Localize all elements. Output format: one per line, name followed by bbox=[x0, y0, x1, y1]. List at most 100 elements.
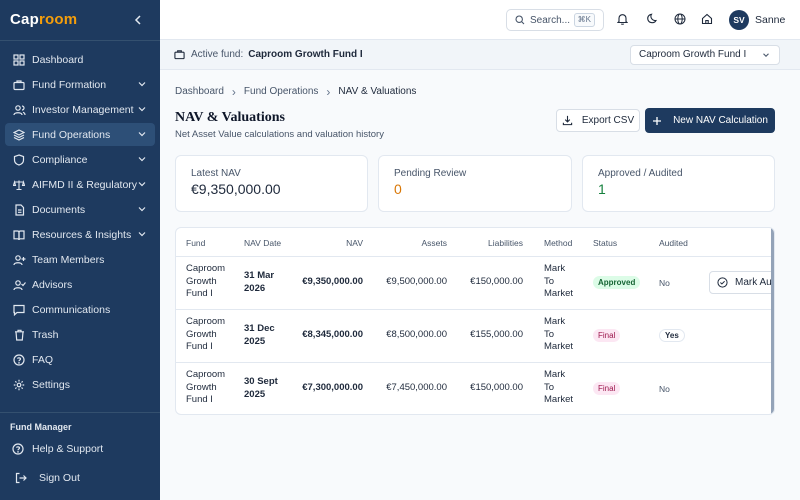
sidebar-item-compliance[interactable]: Compliance bbox=[5, 148, 155, 171]
collapse-sidebar-icon[interactable] bbox=[131, 12, 145, 28]
horizontal-scroll-edge[interactable] bbox=[771, 228, 774, 414]
nav-date-cell: 31 Dec 2025 bbox=[244, 323, 275, 348]
sidebar-item-label: Advisors bbox=[32, 278, 73, 291]
stat-card-approved-audited: Approved / Audited 1 bbox=[582, 155, 775, 212]
sidebar-item-aifmd-regulatory[interactable]: AIFMD II & Regulatory bbox=[5, 173, 155, 196]
user-role: Fund Manager bbox=[10, 422, 72, 432]
sidebar-item-label: AIFMD II & Regulatory bbox=[32, 178, 138, 191]
moon-icon[interactable] bbox=[645, 12, 659, 26]
column-header-assets: Assets bbox=[421, 238, 447, 248]
sidebar-item-label: Trash bbox=[32, 328, 59, 341]
active-fund-bar: Active fund: Caproom Growth Fund I Capro… bbox=[160, 40, 800, 70]
date-line: 30 Sept bbox=[244, 376, 278, 387]
breadcrumb-fund-operations[interactable]: Fund Operations bbox=[243, 86, 319, 97]
audited-value: No bbox=[659, 278, 670, 288]
sidebar-item-settings[interactable]: Settings bbox=[5, 373, 155, 396]
fund-line: Growth bbox=[186, 328, 217, 340]
new-nav-calculation-label: New NAV Calculation bbox=[673, 115, 768, 126]
method-line: To bbox=[544, 275, 555, 287]
brand-name-part-2: room bbox=[38, 11, 78, 28]
fund-line: Caproom bbox=[186, 263, 226, 274]
search-button[interactable]: Search... ⌘K bbox=[506, 9, 604, 31]
fund-line: Growth bbox=[186, 381, 217, 393]
breadcrumb: Dashboard › Fund Operations › NAV & Valu… bbox=[175, 86, 416, 98]
column-header-audited: Audited bbox=[659, 238, 688, 248]
chevron-down-icon bbox=[763, 53, 769, 58]
method-line: Market bbox=[544, 288, 574, 299]
sidebar-item-resources-insights[interactable]: Resources & Insights bbox=[5, 223, 155, 246]
home-icon[interactable] bbox=[700, 12, 714, 26]
fund-cell: Caproom Growth Fund I bbox=[186, 263, 225, 301]
sidebar-item-team-members[interactable]: Team Members bbox=[5, 248, 155, 271]
sidebar-item-dashboard[interactable]: Dashboard bbox=[5, 48, 155, 71]
sidebar: Caproom Dashboard Fund Formation Investo… bbox=[0, 0, 160, 500]
file-icon bbox=[12, 203, 26, 217]
sidebar-item-label: Compliance bbox=[32, 153, 88, 166]
date-line: 31 Dec bbox=[244, 323, 275, 334]
breadcrumb-dashboard[interactable]: Dashboard bbox=[175, 86, 224, 97]
sidebar-item-label: Documents bbox=[32, 203, 86, 216]
book-icon bbox=[12, 228, 26, 242]
column-header-nav: NAV bbox=[346, 238, 363, 248]
help-circle-icon bbox=[12, 442, 26, 456]
sidebar-item-advisors[interactable]: Advisors bbox=[5, 273, 155, 296]
log-out-icon bbox=[15, 471, 29, 485]
method-line: Mark bbox=[544, 316, 566, 327]
liabilities-cell: €155,000.00 bbox=[470, 329, 523, 340]
method-line: Market bbox=[544, 394, 574, 405]
briefcase-icon bbox=[174, 50, 185, 60]
mark-audited-button[interactable]: Mark Audited bbox=[709, 271, 774, 294]
search-shortcut: ⌘K bbox=[573, 13, 595, 27]
sidebar-item-trash[interactable]: Trash bbox=[5, 323, 155, 346]
globe-icon[interactable] bbox=[673, 12, 687, 26]
sidebar-nav: Dashboard Fund Formation Investor Manage… bbox=[5, 48, 155, 398]
shield-icon bbox=[12, 153, 26, 167]
fund-line: Growth bbox=[186, 275, 217, 287]
bell-icon[interactable] bbox=[615, 12, 629, 26]
message-icon bbox=[12, 303, 26, 317]
avatar[interactable]: SV bbox=[729, 10, 749, 30]
sidebar-item-label: Communications bbox=[32, 303, 111, 316]
sidebar-item-faq[interactable]: FAQ bbox=[5, 348, 155, 371]
brand-name-part-1: Cap bbox=[10, 11, 39, 28]
top-bar: Search... ⌘K SV Sanne bbox=[160, 0, 800, 40]
assets-cell: €8,500,000.00 bbox=[386, 329, 447, 340]
sidebar-divider bbox=[0, 412, 160, 413]
user-name[interactable]: Sanne bbox=[755, 14, 786, 26]
method-cell: Mark To Market bbox=[544, 369, 573, 407]
brand-logo[interactable]: Caproom bbox=[10, 11, 77, 28]
sidebar-item-investor-management[interactable]: Investor Management bbox=[5, 98, 155, 121]
chevron-down-icon bbox=[138, 232, 146, 237]
column-header-method: Method bbox=[544, 238, 573, 248]
sidebar-item-label: Dashboard bbox=[32, 53, 84, 66]
date-line: 2026 bbox=[244, 282, 266, 294]
users-icon bbox=[12, 103, 26, 117]
new-nav-calculation-button[interactable]: New NAV Calculation bbox=[645, 108, 775, 133]
chevron-down-icon bbox=[138, 82, 146, 87]
mark-audited-label: Mark Audited bbox=[735, 277, 774, 288]
liabilities-cell: €150,000.00 bbox=[470, 276, 523, 287]
column-header-liabilities: Liabilities bbox=[488, 238, 523, 248]
nav-cell: €9,350,000.00 bbox=[302, 276, 363, 287]
sidebar-item-fund-operations[interactable]: Fund Operations bbox=[5, 123, 155, 146]
assets-cell: €7,450,000.00 bbox=[386, 382, 447, 393]
sidebar-item-fund-formation[interactable]: Fund Formation bbox=[5, 73, 155, 96]
fund-line: Caproom bbox=[186, 316, 226, 327]
sidebar-item-label: Fund Operations bbox=[32, 128, 111, 141]
stat-value: 0 bbox=[394, 181, 402, 197]
sidebar-item-documents[interactable]: Documents bbox=[5, 198, 155, 221]
sign-out-button[interactable]: Sign Out bbox=[15, 469, 80, 487]
fund-select[interactable]: Caproom Growth Fund I bbox=[630, 45, 780, 65]
method-line: Market bbox=[544, 341, 574, 352]
sidebar-item-label: Investor Management bbox=[32, 103, 134, 116]
stat-card-pending-review: Pending Review 0 bbox=[378, 155, 572, 212]
fund-line: Fund I bbox=[186, 288, 213, 299]
stat-label: Approved / Audited bbox=[598, 168, 683, 179]
fund-select-value: Caproom Growth Fund I bbox=[639, 49, 747, 60]
export-csv-button[interactable]: Export CSV bbox=[556, 109, 640, 132]
sidebar-item-communications[interactable]: Communications bbox=[5, 298, 155, 321]
chevron-down-icon bbox=[138, 157, 146, 162]
nav-date-cell: 30 Sept 2025 bbox=[244, 376, 278, 401]
column-header-status: Status bbox=[593, 238, 618, 248]
help-support-link[interactable]: Help & Support bbox=[12, 440, 103, 458]
